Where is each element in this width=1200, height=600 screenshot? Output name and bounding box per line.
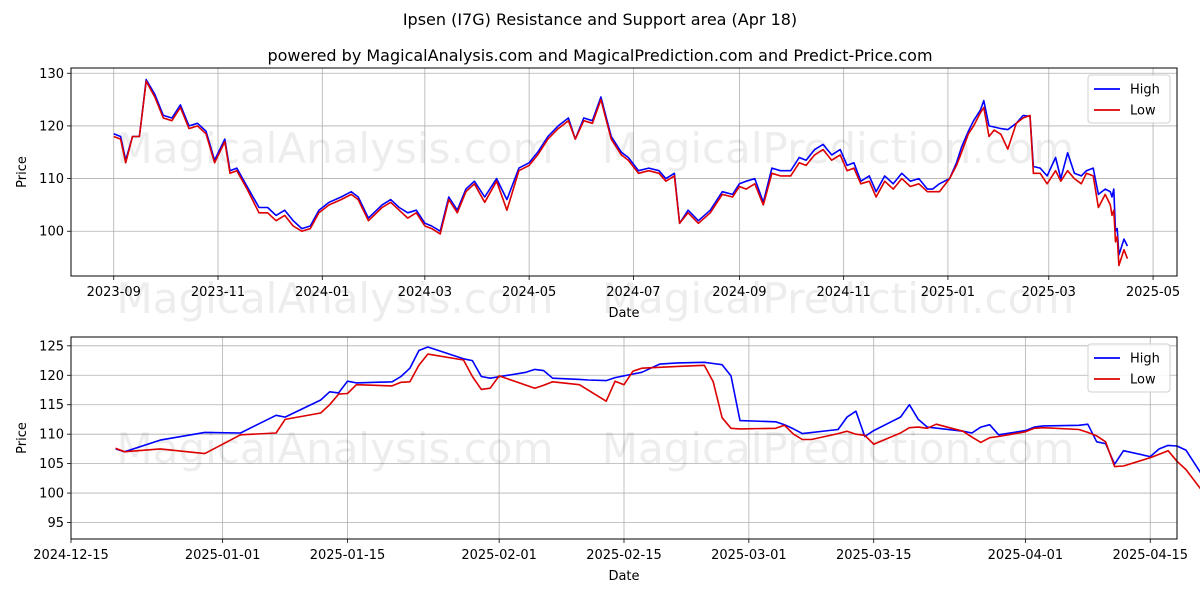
x-tick-label: 2023-09: [87, 285, 141, 300]
x-tick-label: 2025-05: [1126, 285, 1180, 300]
x-tick-label: 2025-03-15: [836, 548, 912, 563]
x-tick-label: 2024-12-15: [33, 548, 109, 563]
series-line-high: [113, 78, 1129, 256]
x-tick-label: 2025-03-01: [711, 548, 787, 563]
y-tick-label: 105: [39, 457, 64, 472]
y-axis-label: Price: [15, 156, 30, 188]
chart-subtitle: powered by MagicalAnalysis.com and Magic…: [267, 46, 933, 65]
y-tick-label: 130: [39, 67, 64, 82]
legend-box: [1087, 343, 1171, 393]
y-tick-label: 120: [39, 369, 64, 384]
chart-panel-2: MagicalAnalysis.com MagicalPrediction.com…: [15, 336, 1200, 584]
legend-box: [1087, 74, 1171, 124]
legend-label-high: High: [1130, 83, 1160, 98]
x-tick-label: 2024-01: [295, 285, 349, 300]
legend-label-low: Low: [1130, 373, 1156, 388]
x-tick-label: 2025-02-15: [586, 548, 662, 563]
series-line-low: [113, 80, 1129, 267]
x-tick-label: 2025-01-01: [185, 548, 261, 563]
y-tick-label: 110: [39, 428, 64, 443]
series-line-high: [115, 346, 1200, 474]
chart-title: Ipsen (I7G) Resistance and Support area …: [402, 10, 798, 29]
x-tick-label: 2025-03: [1022, 285, 1076, 300]
y-tick-label: 125: [39, 339, 64, 354]
watermark-text: MagicalPrediction.com: [602, 424, 1075, 473]
y-tick-label: 100: [39, 487, 64, 502]
chart-panel-1: MagicalAnalysis.com MagicalPrediction.com…: [15, 67, 1180, 323]
x-tick-label: 2024-03: [398, 285, 452, 300]
y-tick-label: 115: [39, 398, 64, 413]
x-tick-label: 2025-02-01: [461, 548, 537, 563]
watermark-text: MagicalPrediction.com: [602, 124, 1075, 173]
x-tick-label: 2024-09: [712, 285, 766, 300]
x-tick-label: 2024-05: [502, 285, 556, 300]
legend-label-low: Low: [1130, 104, 1156, 119]
watermark-text: MagicalAnalysis.com: [117, 274, 554, 323]
series-line-low: [115, 353, 1200, 490]
watermark-text: MagicalAnalysis.com: [117, 424, 554, 473]
x-tick-label: 2024-11: [816, 285, 870, 300]
legend: High Low: [1087, 74, 1171, 124]
y-axis-label: Price: [15, 422, 30, 454]
x-tick-label: 2025-01: [921, 285, 975, 300]
y-tick-label: 120: [39, 119, 64, 134]
watermark-text: MagicalAnalysis.com: [117, 124, 554, 173]
y-tick-label: 95: [47, 516, 64, 531]
x-tick-label: 2023-11: [191, 285, 245, 300]
y-tick-label: 110: [39, 172, 64, 187]
y-tick-label: 100: [39, 225, 64, 240]
x-axis-label: Date: [608, 569, 639, 584]
x-tick-label: 2024-07: [606, 285, 660, 300]
watermark-text: MagicalPrediction.com: [602, 274, 1075, 323]
x-axis-label: Date: [608, 306, 639, 321]
x-tick-label: 2025-04-01: [988, 548, 1064, 563]
x-tick-label: 2025-04-15: [1112, 548, 1188, 563]
legend: High Low: [1087, 343, 1171, 393]
legend-label-high: High: [1130, 352, 1160, 367]
plot-frame: [70, 67, 1178, 277]
x-tick-label: 2025-01-15: [310, 548, 386, 563]
